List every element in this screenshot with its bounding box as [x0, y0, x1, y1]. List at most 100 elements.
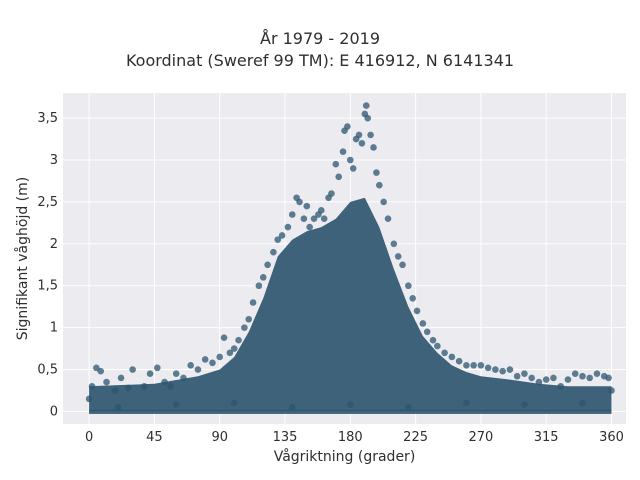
- data-point: [409, 295, 416, 302]
- data-point: [358, 139, 366, 147]
- data-point: [448, 353, 456, 361]
- data-point: [201, 356, 209, 363]
- data-point: [154, 364, 161, 372]
- data-point: [521, 401, 528, 409]
- data-point: [180, 374, 187, 382]
- data-point: [216, 353, 224, 361]
- x-axis-label: Vågriktning (grader): [274, 448, 416, 465]
- data-point: [347, 156, 354, 164]
- data-point: [230, 345, 238, 352]
- data-point: [114, 403, 122, 411]
- data-point: [332, 160, 340, 168]
- data-point: [306, 223, 313, 231]
- data-point: [339, 148, 347, 155]
- data-point: [579, 399, 586, 407]
- data-point: [140, 382, 148, 390]
- data-point: [187, 362, 194, 369]
- data-point: [463, 399, 470, 407]
- data-point: [317, 207, 325, 214]
- data-point: [259, 274, 267, 281]
- data-point: [335, 173, 342, 181]
- data-point: [376, 181, 383, 189]
- y-tick-label: 0,5: [37, 363, 58, 378]
- y-tick-label: 1: [50, 321, 58, 336]
- data-point: [571, 370, 579, 378]
- data-point: [349, 165, 357, 172]
- data-point: [296, 198, 303, 206]
- data-point: [605, 374, 612, 382]
- data-point: [146, 370, 154, 378]
- data-point: [124, 384, 132, 392]
- data-point: [97, 367, 105, 375]
- data-point: [278, 232, 286, 239]
- dense-point-cloud: [89, 197, 612, 412]
- y-tick-label: 1,5: [37, 279, 58, 294]
- x-tick-label: 360: [599, 430, 624, 445]
- data-point: [85, 395, 93, 403]
- data-point: [226, 349, 234, 357]
- data-point: [593, 370, 601, 378]
- y-tick-label: 3,5: [37, 111, 58, 126]
- data-point: [405, 282, 412, 290]
- data-point: [103, 378, 110, 386]
- data-point: [463, 362, 470, 369]
- data-point: [161, 378, 168, 386]
- data-point: [230, 399, 238, 407]
- data-point: [320, 215, 328, 222]
- data-point: [419, 320, 427, 327]
- y-tick-label: 2,5: [37, 195, 58, 210]
- data-point: [194, 366, 202, 373]
- data-point: [586, 374, 594, 382]
- data-point: [405, 403, 412, 411]
- data-point: [521, 370, 528, 378]
- data-point: [344, 123, 351, 130]
- data-point: [455, 357, 463, 365]
- y-tick-label: 3: [50, 153, 58, 168]
- data-point: [484, 364, 492, 372]
- data-point: [429, 336, 437, 344]
- data-point: [499, 367, 506, 375]
- data-point: [528, 374, 535, 382]
- data-point: [413, 307, 421, 315]
- data-point: [172, 370, 180, 378]
- data-point: [423, 328, 431, 336]
- data-point: [209, 359, 216, 367]
- x-tick-label: 90: [211, 430, 228, 445]
- data-point: [347, 401, 354, 409]
- x-tick-label: 315: [534, 430, 559, 445]
- data-point: [364, 114, 372, 122]
- data-point: [241, 324, 248, 331]
- data-point: [550, 374, 557, 382]
- data-point: [249, 299, 257, 306]
- data-point: [245, 315, 253, 323]
- data-point: [129, 366, 136, 373]
- x-tick-label: 270: [468, 430, 493, 445]
- data-point: [235, 336, 242, 344]
- data-point: [441, 349, 448, 357]
- data-point: [88, 382, 96, 390]
- data-point: [255, 282, 263, 290]
- data-point: [579, 372, 586, 380]
- data-point: [284, 223, 292, 231]
- data-point: [370, 144, 377, 151]
- data-point: [492, 366, 499, 373]
- data-point: [373, 169, 380, 176]
- data-point: [506, 366, 514, 373]
- data-point: [384, 215, 392, 222]
- x-tick-label: 45: [146, 430, 163, 445]
- data-point: [542, 376, 550, 383]
- data-point: [477, 362, 485, 369]
- data-point: [172, 401, 180, 409]
- x-tick-label: 0: [85, 430, 93, 445]
- data-point: [434, 342, 441, 350]
- data-point: [288, 211, 296, 218]
- data-point: [399, 261, 406, 269]
- x-tick-label: 180: [338, 430, 363, 445]
- y-tick-label: 0: [50, 404, 58, 419]
- data-point: [362, 102, 370, 109]
- data-point: [300, 215, 308, 222]
- y-axis-label: Signifikant våghöjd (m): [14, 177, 31, 340]
- data-point: [220, 334, 228, 341]
